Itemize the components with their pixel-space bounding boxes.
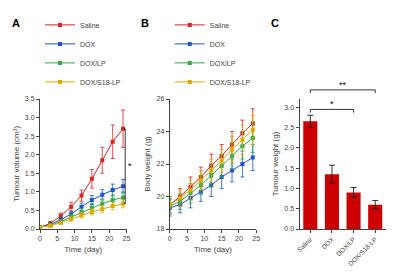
svg-text:B: B bbox=[141, 17, 149, 29]
svg-text:Tumour volume (cm³): Tumour volume (cm³) bbox=[12, 126, 21, 202]
svg-text:0.0: 0.0 bbox=[25, 225, 35, 232]
svg-text:**: ** bbox=[339, 80, 347, 90]
svg-text:1.5: 1.5 bbox=[25, 170, 35, 177]
svg-text:*: * bbox=[128, 161, 132, 171]
svg-text:2.0: 2.0 bbox=[284, 144, 294, 151]
svg-text:24: 24 bbox=[157, 128, 165, 135]
svg-text:10: 10 bbox=[200, 235, 208, 242]
svg-text:DOX/LP: DOX/LP bbox=[210, 60, 236, 67]
svg-text:0: 0 bbox=[168, 235, 172, 242]
svg-text:DOX/LP: DOX/LP bbox=[335, 236, 357, 258]
svg-text:Saline: Saline bbox=[210, 22, 230, 29]
svg-text:3.0: 3.0 bbox=[284, 104, 294, 111]
svg-text:Time (day): Time (day) bbox=[194, 245, 232, 254]
svg-text:DOX/S18-LP: DOX/S18-LP bbox=[80, 79, 121, 86]
svg-text:26: 26 bbox=[157, 95, 165, 102]
svg-text:5: 5 bbox=[185, 235, 189, 242]
svg-text:1.0: 1.0 bbox=[25, 188, 35, 195]
svg-text:20: 20 bbox=[157, 193, 165, 200]
svg-text:2.5: 2.5 bbox=[25, 133, 35, 140]
svg-text:Saline: Saline bbox=[80, 22, 100, 29]
svg-text:15: 15 bbox=[218, 235, 226, 242]
svg-text:10: 10 bbox=[71, 235, 79, 242]
svg-text:Time (day): Time (day) bbox=[64, 245, 102, 254]
svg-text:Saline: Saline bbox=[296, 235, 314, 253]
svg-text:3.0: 3.0 bbox=[25, 114, 35, 121]
svg-text:0: 0 bbox=[38, 235, 42, 242]
svg-text:DOX: DOX bbox=[210, 41, 226, 48]
svg-text:DOX/S18-LP: DOX/S18-LP bbox=[347, 236, 379, 268]
svg-text:2.0: 2.0 bbox=[25, 151, 35, 158]
svg-text:Body weight (g): Body weight (g) bbox=[143, 136, 152, 192]
svg-text:3.5: 3.5 bbox=[25, 95, 35, 102]
svg-text:A: A bbox=[12, 17, 20, 29]
svg-text:Tumour weight (g): Tumour weight (g) bbox=[271, 131, 280, 196]
svg-text:1.0: 1.0 bbox=[284, 185, 294, 192]
svg-text:DOX/LP: DOX/LP bbox=[80, 60, 106, 67]
svg-text:DOX/S18-LP: DOX/S18-LP bbox=[210, 79, 251, 86]
svg-text:1.5: 1.5 bbox=[284, 165, 294, 172]
svg-text:25: 25 bbox=[252, 235, 260, 242]
svg-text:C: C bbox=[271, 17, 279, 29]
svg-text:20: 20 bbox=[235, 235, 243, 242]
svg-text:0.0: 0.0 bbox=[284, 225, 294, 232]
svg-text:22: 22 bbox=[157, 160, 165, 167]
svg-text:5: 5 bbox=[55, 235, 59, 242]
svg-text:20: 20 bbox=[105, 235, 113, 242]
svg-text:DOX: DOX bbox=[80, 41, 96, 48]
svg-text:*: * bbox=[330, 99, 334, 109]
svg-text:18: 18 bbox=[157, 225, 165, 232]
svg-text:2.5: 2.5 bbox=[284, 124, 294, 131]
svg-text:DOX: DOX bbox=[320, 235, 335, 250]
svg-text:0.5: 0.5 bbox=[25, 207, 35, 214]
svg-text:15: 15 bbox=[88, 235, 96, 242]
svg-text:25: 25 bbox=[123, 235, 131, 242]
svg-text:0.5: 0.5 bbox=[284, 205, 294, 212]
